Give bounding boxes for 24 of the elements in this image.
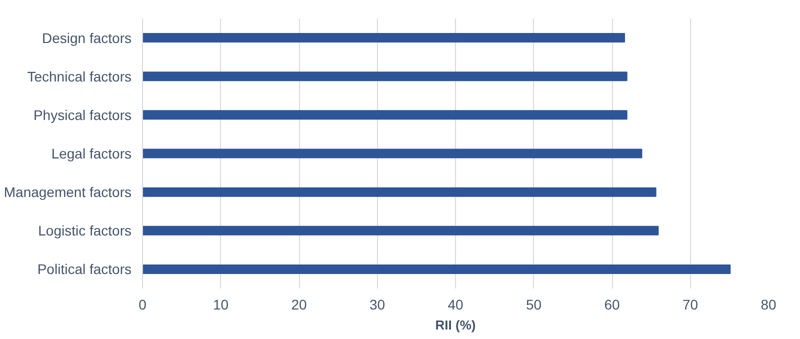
x-axis-title: RII (%)	[435, 318, 476, 332]
x-tick-label: 60	[604, 296, 620, 312]
y-tick-label: Legal factors	[51, 146, 132, 162]
x-tick-label: 50	[526, 296, 542, 312]
y-tick-label: Management factors	[4, 184, 132, 200]
x-tick-label: 0	[138, 296, 147, 312]
x-tick-label: 20	[291, 296, 307, 312]
bar	[142, 148, 642, 158]
bar	[142, 226, 659, 236]
y-tick-label: Political factors	[37, 261, 132, 278]
y-tick-label: Design factors	[42, 30, 132, 46]
bar	[142, 187, 656, 197]
x-tick-label: 40	[448, 296, 464, 312]
bar	[142, 33, 626, 43]
bar	[142, 72, 628, 82]
x-tick-label: 10	[212, 296, 229, 312]
y-tick-label: Logistic factors	[38, 222, 132, 239]
x-tick-label: 70	[682, 296, 698, 312]
y-tick-label: Technical factors	[27, 68, 132, 84]
bar	[142, 264, 731, 274]
y-tick-label: Physical factors	[33, 106, 132, 123]
bar	[142, 110, 628, 120]
x-tick-label: 30	[369, 296, 386, 312]
x-tick-label: 80	[760, 296, 776, 312]
